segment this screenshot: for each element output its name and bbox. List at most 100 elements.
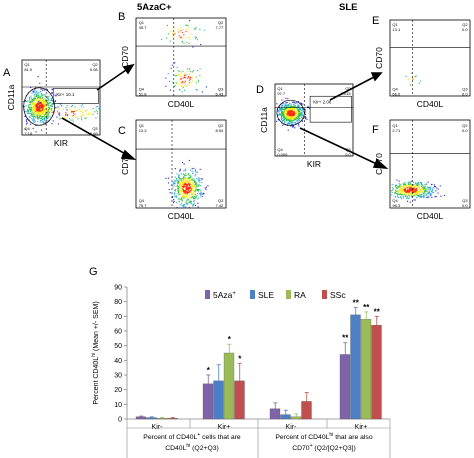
panel-c-event-dot	[178, 193, 180, 195]
panel-f-event-dot	[404, 183, 406, 185]
panel-c-event-dot	[183, 184, 185, 186]
bar-5aza-0	[135, 416, 147, 420]
panel-d-event-dot	[284, 111, 286, 113]
panel-f-event-dot	[415, 182, 417, 184]
panel-a-event-dot	[43, 116, 45, 118]
panel-c-event-dot	[183, 186, 185, 188]
panel-d-event-dot	[288, 122, 290, 124]
panel-d-event-dot	[294, 102, 296, 104]
panel-f-event-dot	[419, 190, 421, 192]
panel-a-event-dot	[37, 107, 39, 109]
panel-a-event-dot	[35, 108, 37, 110]
panel-c-event-dot	[202, 193, 204, 195]
panel-a-event-dot	[36, 105, 38, 107]
panel-c-event-dot	[197, 193, 199, 195]
panel-c-event-dot	[188, 190, 190, 192]
panel-d-event-dot	[280, 109, 282, 111]
panel-c-event-dot	[178, 189, 180, 191]
panel-f-event-dot	[413, 199, 415, 201]
panel-a-event-dot	[71, 106, 73, 108]
panel-c-event-dot	[178, 200, 180, 202]
panel-a-event-dot	[44, 109, 46, 111]
panel-a-event-dot	[38, 115, 40, 117]
group-label-sup: +	[197, 432, 200, 438]
panel-a-event-dot	[72, 112, 74, 114]
panel-d-event-dot	[296, 118, 298, 120]
panel-a-event-dot	[30, 95, 32, 97]
panel-c-event-dot	[180, 203, 182, 205]
panel-f-event-dot	[404, 183, 406, 185]
panel-b-event-dot	[179, 71, 181, 73]
panel-f-event-dot	[419, 189, 421, 191]
panel-f-event-dot	[409, 186, 411, 188]
panel-c-event-dot	[195, 169, 197, 171]
panel-a-event-dot	[31, 106, 33, 108]
panel-a-event-dot	[57, 109, 59, 111]
panel-c-event-dot	[186, 181, 188, 183]
panel-c-event-dot	[179, 194, 181, 196]
panel-b-event-dot	[180, 37, 182, 39]
panel-e-event-dot	[415, 75, 417, 77]
panel-a-event-dot	[38, 104, 40, 106]
panel-f-event-dot	[419, 186, 421, 188]
legend-label-sup: +	[232, 291, 236, 297]
panel-c-event-dot	[176, 180, 178, 182]
panel-c-event-dot	[189, 196, 191, 198]
panel-a-event-dot	[45, 99, 47, 101]
panel-f-event-dot	[408, 193, 410, 195]
panel-d-event-dot	[290, 122, 292, 124]
panel-c-event-dot	[187, 178, 189, 180]
panel-a-event-dot	[39, 91, 41, 93]
panel-f-event-dot	[400, 188, 402, 190]
panel-c-event-dot	[187, 198, 189, 200]
panel-a-event-dot	[46, 104, 48, 106]
panel-f-event-dot	[423, 193, 425, 195]
panel-c-event-dot	[207, 185, 209, 187]
panel-a-event-dot	[40, 111, 42, 113]
panel-c-event-dot	[183, 175, 185, 177]
panel-a-event-dot	[31, 98, 33, 100]
panel-b-quadrant-name: Q3	[218, 87, 224, 92]
panel-d-quadrant-name: Q2	[345, 86, 351, 91]
panel-f-event-dot	[431, 189, 433, 191]
panel-d-event-dot	[286, 117, 288, 119]
panel-f-event-dot	[416, 194, 418, 196]
panel-d-event-dot	[280, 115, 282, 117]
panel-a-event-dot	[30, 101, 32, 103]
panel-f-event-dot	[431, 191, 433, 193]
panel-f-event-dot	[418, 191, 420, 193]
panel-f-event-dot	[397, 194, 399, 196]
panel-c-event-dot	[189, 176, 191, 178]
panel-d-event-dot	[290, 103, 292, 105]
panel-c-event-dot	[184, 183, 186, 185]
bar-ssc-3	[371, 324, 382, 420]
group-label-line2: CD40Lhi (Q2+Q3)	[165, 443, 219, 452]
panel-a-event-dot	[41, 120, 43, 122]
panel-f-event-dot	[430, 188, 432, 190]
panel-c-event-dot	[174, 180, 176, 182]
panel-d-event-dot	[288, 110, 290, 112]
panel-c-event-dot	[188, 186, 190, 188]
panel-a-event-dot	[39, 82, 41, 84]
panel-a-event-dot	[30, 97, 32, 99]
panel-a-event-dot	[42, 99, 44, 101]
panel-a-event-dot	[43, 105, 45, 107]
panel-d-event-dot	[277, 110, 279, 112]
panel-c-event-dot	[186, 203, 188, 205]
panel-c-event-dot	[182, 195, 184, 197]
panel-b-event-dot	[173, 85, 175, 87]
panel-d-event-dot	[294, 119, 296, 121]
panel-c-event-dot	[190, 194, 192, 196]
panel-f-event-dot	[419, 182, 421, 184]
panel-f-event-dot	[418, 194, 420, 196]
panel-f-event-dot	[402, 190, 404, 192]
panel-b-quadrant-name: Q4	[139, 87, 145, 92]
panel-a-event-dot	[56, 116, 58, 118]
panel-b-letter: B	[118, 11, 125, 23]
panel-c-event-dot	[183, 196, 185, 198]
panel-f-event-dot	[412, 188, 414, 190]
panel-c-event-dot	[176, 202, 178, 204]
panel-c-event-dot	[176, 196, 178, 198]
panel-a-event-dot	[31, 115, 33, 117]
panel-a-event-dot	[51, 123, 53, 125]
